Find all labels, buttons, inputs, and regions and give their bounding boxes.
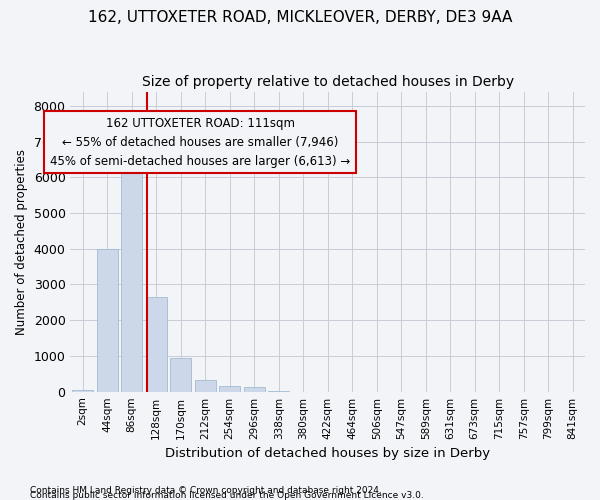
Bar (268, 390, 289, 392)
Y-axis label: Number of detached properties: Number of detached properties (15, 148, 28, 334)
Title: Size of property relative to detached houses in Derby: Size of property relative to detached ho… (142, 75, 514, 89)
Bar (170, 358, 191, 392)
Text: Contains public sector information licensed under the Open Government Licence v3: Contains public sector information licen… (30, 491, 424, 500)
Bar (97, 249, 118, 392)
Bar (244, 388, 265, 392)
Bar (146, 297, 167, 392)
Bar (121, 156, 142, 392)
X-axis label: Distribution of detached houses by size in Derby: Distribution of detached houses by size … (165, 447, 490, 460)
Bar (72, 390, 93, 392)
Text: 162 UTTOXETER ROAD: 111sqm
← 55% of detached houses are smaller (7,946)
45% of s: 162 UTTOXETER ROAD: 111sqm ← 55% of deta… (50, 116, 350, 168)
Bar (219, 386, 240, 392)
Text: 162, UTTOXETER ROAD, MICKLEOVER, DERBY, DE3 9AA: 162, UTTOXETER ROAD, MICKLEOVER, DERBY, … (88, 10, 512, 25)
Text: Contains HM Land Registry data © Crown copyright and database right 2024.: Contains HM Land Registry data © Crown c… (30, 486, 382, 495)
Bar (195, 380, 215, 392)
